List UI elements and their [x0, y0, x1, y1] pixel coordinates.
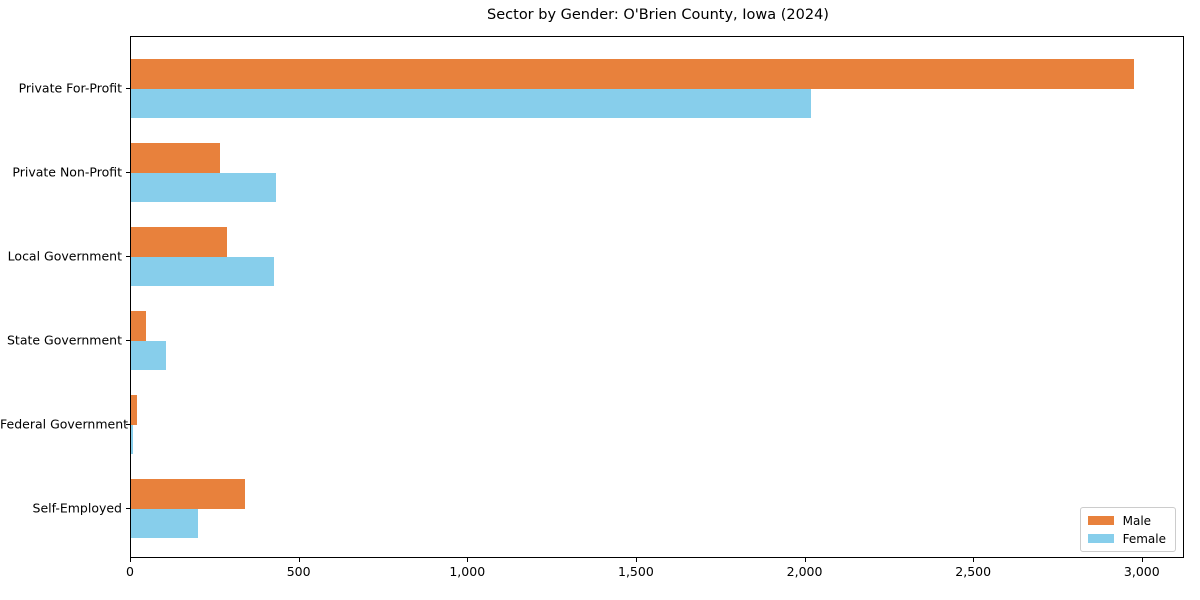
x-tick-mark [130, 558, 131, 562]
bar-male-state-government [131, 311, 147, 341]
x-tick-mark [467, 558, 469, 562]
legend-item-female: Female [1087, 531, 1166, 546]
bar-female-private-for-profit [131, 88, 811, 118]
chart-title: Sector by Gender: O'Brien County, Iowa (… [487, 7, 829, 23]
y-tick-label-private-non-profit: Private Non-Profit [12, 164, 122, 179]
y-tick-label-self-employed: Self-Employed [32, 500, 122, 515]
bar-female-private-non-profit [131, 172, 276, 202]
legend-swatch-male [1087, 516, 1114, 525]
bar-female-self-employed [131, 508, 199, 538]
y-tick-mark [126, 423, 130, 425]
legend: Male Female [1079, 507, 1176, 552]
y-tick-mark [126, 87, 130, 89]
y-tick-mark [126, 339, 130, 341]
x-tick-mark [635, 558, 637, 562]
x-tick-mark [973, 558, 975, 562]
y-tick-label-state-government: State Government [6, 332, 122, 347]
bar-female-state-government [131, 340, 167, 370]
bar-female-local-government [131, 256, 275, 286]
bar-female-federal-government [131, 424, 134, 454]
y-tick-label-private-for-profit: Private For-Profit [18, 80, 122, 95]
x-tick-label-2-500: 2,500 [955, 564, 992, 579]
x-tick-label-2-000: 2,000 [786, 564, 823, 579]
x-tick-label-3-000: 3,000 [1123, 564, 1160, 579]
bar-male-self-employed [131, 479, 246, 509]
y-tick-mark [126, 171, 130, 173]
legend-label-male: Male [1122, 513, 1152, 528]
x-tick-mark [298, 558, 300, 562]
x-tick-label-500: 500 [286, 564, 311, 579]
y-tick-label-local-government: Local Government [7, 248, 122, 263]
bar-male-local-government [131, 227, 227, 257]
y-tick-mark [126, 507, 130, 509]
y-tick-mark [126, 255, 130, 257]
bar-male-private-non-profit [131, 143, 221, 173]
bar-male-federal-government [131, 395, 138, 425]
x-tick-mark [804, 558, 806, 562]
x-tick-mark [1141, 558, 1143, 562]
bar-male-private-for-profit [131, 59, 1135, 89]
legend-swatch-female [1087, 534, 1114, 543]
plot-area: Male Female [130, 36, 1184, 558]
x-tick-label-1-000: 1,000 [449, 564, 486, 579]
x-tick-label-0: 0 [126, 564, 134, 579]
legend-label-female: Female [1122, 531, 1166, 546]
legend-item-male: Male [1087, 513, 1166, 528]
x-tick-label-1-500: 1,500 [618, 564, 654, 579]
y-tick-label-federal-government: Federal Government [0, 416, 129, 431]
